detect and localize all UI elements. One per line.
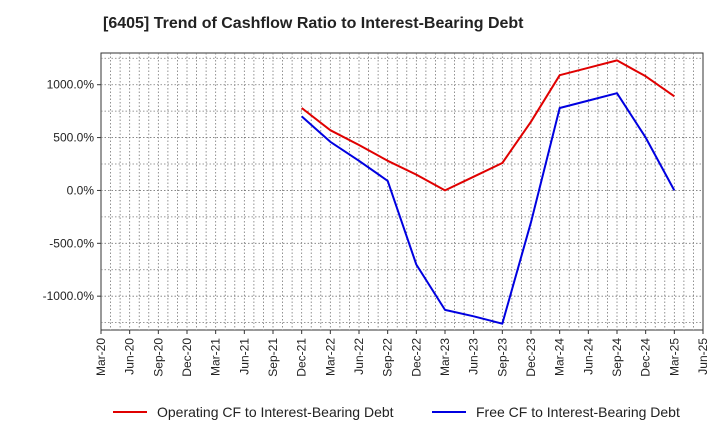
x-tick-label: Jun-25	[696, 338, 710, 375]
x-tick-label: Jun-24	[581, 338, 595, 375]
x-tick-label: Mar-24	[553, 338, 567, 376]
legend-label-series-1: Operating CF to Interest-Bearing Debt	[157, 404, 394, 420]
x-tick-label: Dec-21	[295, 338, 309, 377]
x-tick-label: Dec-20	[180, 338, 194, 377]
x-tick-label: Sep-21	[266, 338, 280, 377]
plot-frame	[100, 52, 704, 331]
legend-label-series-2: Free CF to Interest-Bearing Debt	[476, 404, 680, 420]
x-tick-label: Mar-20	[94, 338, 108, 376]
x-tick-label: Jun-20	[123, 338, 137, 375]
x-tick-label: Jun-22	[352, 338, 366, 375]
legend-swatch-series-1	[113, 411, 147, 413]
y-tick-label: -1000.0%	[43, 289, 95, 303]
x-tick-label: Dec-24	[639, 338, 653, 377]
x-tick-label: Mar-22	[323, 338, 337, 376]
y-tick-label: 500.0%	[53, 131, 94, 145]
y-tick-label: 1000.0%	[47, 78, 95, 92]
x-tick-label: Mar-25	[667, 338, 681, 376]
series-line-1	[301, 59, 675, 192]
y-tick-label: -500.0%	[49, 236, 94, 250]
legend-item-series-2: Free CF to Interest-Bearing Debt	[432, 404, 680, 420]
x-tick-label: Dec-23	[524, 338, 538, 377]
x-tick-label: Jun-23	[467, 338, 481, 375]
legend: Operating CF to Interest-Bearing Debt Fr…	[0, 404, 720, 428]
x-tick-label: Dec-22	[409, 338, 423, 377]
x-tick-label: Sep-20	[151, 338, 165, 377]
x-tick-label: Sep-24	[610, 338, 624, 377]
series-line-2	[301, 92, 676, 325]
legend-swatch-series-2	[432, 411, 466, 413]
legend-item-series-1: Operating CF to Interest-Bearing Debt	[113, 404, 394, 420]
chart-title: [6405] Trend of Cashflow Ratio to Intere…	[103, 15, 524, 32]
x-tick-label: Mar-23	[438, 338, 452, 376]
y-tick-label: 0.0%	[67, 183, 95, 197]
x-tick-label: Jun-21	[237, 338, 251, 375]
x-tick-label: Sep-22	[381, 338, 395, 377]
x-tick-label: Mar-21	[209, 338, 223, 376]
x-tick-label: Sep-23	[495, 338, 509, 377]
